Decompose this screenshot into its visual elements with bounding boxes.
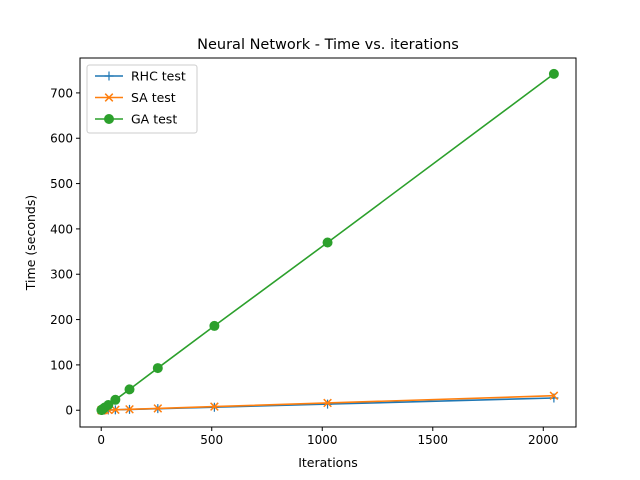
legend-marker <box>104 93 114 102</box>
legend-label: RHC test <box>131 69 186 84</box>
x-tick-label: 2000 <box>528 433 559 447</box>
y-tick-label: 0 <box>65 404 73 418</box>
y-axis: 0 100 200 300 400 500 600 700 <box>50 86 80 418</box>
data-point <box>323 398 332 408</box>
data-point <box>323 399 333 409</box>
x-tick-label: 500 <box>200 433 223 447</box>
plot-area <box>96 68 559 416</box>
y-axis-label: Time (seconds) <box>23 195 38 291</box>
data-point <box>124 384 135 395</box>
data-point <box>549 391 559 401</box>
x-axis-label: Iterations <box>298 455 358 470</box>
data-point <box>103 400 114 411</box>
y-tick-label: 700 <box>50 86 73 100</box>
legend-box <box>86 64 198 134</box>
data-point <box>111 405 120 415</box>
x-tick-label: 0 <box>97 433 105 447</box>
chart-title: Neural Network - Time vs. iterations <box>197 37 459 53</box>
data-point <box>209 320 220 331</box>
x-tick-label: 1000 <box>307 433 338 447</box>
series-3 <box>96 68 559 416</box>
data-point <box>110 394 121 405</box>
legend: RHC test SA test GA test <box>86 64 198 134</box>
data-point <box>210 402 219 411</box>
data-point <box>548 68 559 79</box>
y-tick-label: 500 <box>50 177 73 191</box>
legend-label: GA test <box>131 112 177 127</box>
y-tick-label: 300 <box>50 268 73 282</box>
x-tick-label: 1500 <box>417 433 448 447</box>
legend-item: GA test <box>95 112 177 127</box>
y-tick-label: 100 <box>50 358 73 372</box>
y-tick-label: 400 <box>50 222 73 236</box>
x-axis: 0 500 1000 1500 2000 <box>97 427 559 447</box>
legend-item: SA test <box>95 90 176 105</box>
data-point <box>322 237 333 248</box>
data-point <box>153 404 163 413</box>
legend-marker <box>104 71 114 81</box>
legend-label: SA test <box>131 90 176 105</box>
data-point <box>152 363 163 374</box>
data-point <box>125 404 134 414</box>
legend-marker <box>104 114 114 124</box>
y-tick-label: 200 <box>50 313 73 327</box>
legend-item: RHC test <box>95 69 186 84</box>
plot-frame <box>79 57 577 428</box>
y-tick-label: 600 <box>50 132 73 146</box>
